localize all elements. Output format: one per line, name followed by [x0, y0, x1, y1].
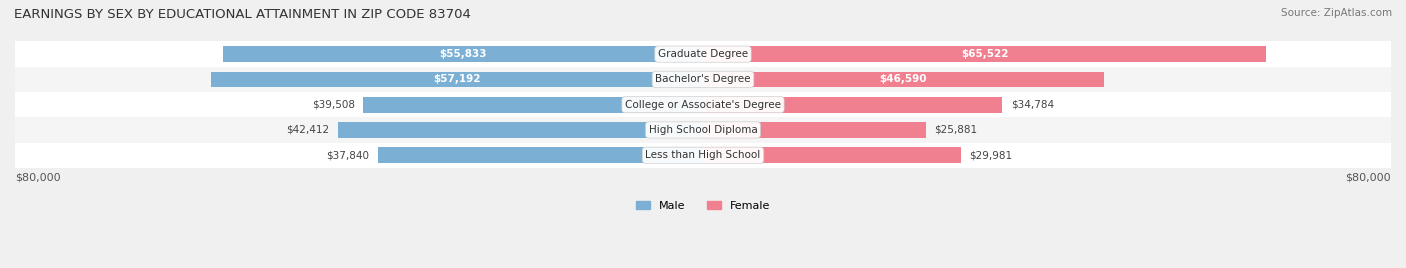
Text: College or Associate's Degree: College or Associate's Degree: [626, 100, 780, 110]
Bar: [15, 143, 1391, 168]
Text: $55,833: $55,833: [439, 49, 486, 59]
Bar: [211, 72, 703, 87]
Bar: [378, 147, 703, 163]
Bar: [703, 46, 1267, 62]
Text: $80,000: $80,000: [1346, 173, 1391, 183]
Text: $37,840: $37,840: [326, 150, 368, 160]
Text: Bachelor's Degree: Bachelor's Degree: [655, 75, 751, 84]
Text: Less than High School: Less than High School: [645, 150, 761, 160]
Text: $39,508: $39,508: [312, 100, 354, 110]
Bar: [363, 97, 703, 113]
Text: Source: ZipAtlas.com: Source: ZipAtlas.com: [1281, 8, 1392, 18]
Bar: [703, 97, 1002, 113]
Text: Graduate Degree: Graduate Degree: [658, 49, 748, 59]
Text: $34,784: $34,784: [1011, 100, 1054, 110]
Text: EARNINGS BY SEX BY EDUCATIONAL ATTAINMENT IN ZIP CODE 83704: EARNINGS BY SEX BY EDUCATIONAL ATTAINMEN…: [14, 8, 471, 21]
Bar: [15, 117, 1391, 143]
Text: $29,981: $29,981: [969, 150, 1012, 160]
Legend: Male, Female: Male, Female: [631, 196, 775, 215]
Text: $80,000: $80,000: [15, 173, 60, 183]
Bar: [15, 92, 1391, 117]
Bar: [15, 67, 1391, 92]
Bar: [339, 122, 703, 138]
Bar: [222, 46, 703, 62]
Bar: [703, 122, 925, 138]
Text: $46,590: $46,590: [880, 75, 927, 84]
Text: High School Diploma: High School Diploma: [648, 125, 758, 135]
Bar: [15, 42, 1391, 67]
Text: $65,522: $65,522: [960, 49, 1008, 59]
Text: $57,192: $57,192: [433, 75, 481, 84]
Text: $25,881: $25,881: [934, 125, 977, 135]
Bar: [703, 72, 1104, 87]
Bar: [703, 147, 960, 163]
Text: $42,412: $42,412: [287, 125, 329, 135]
